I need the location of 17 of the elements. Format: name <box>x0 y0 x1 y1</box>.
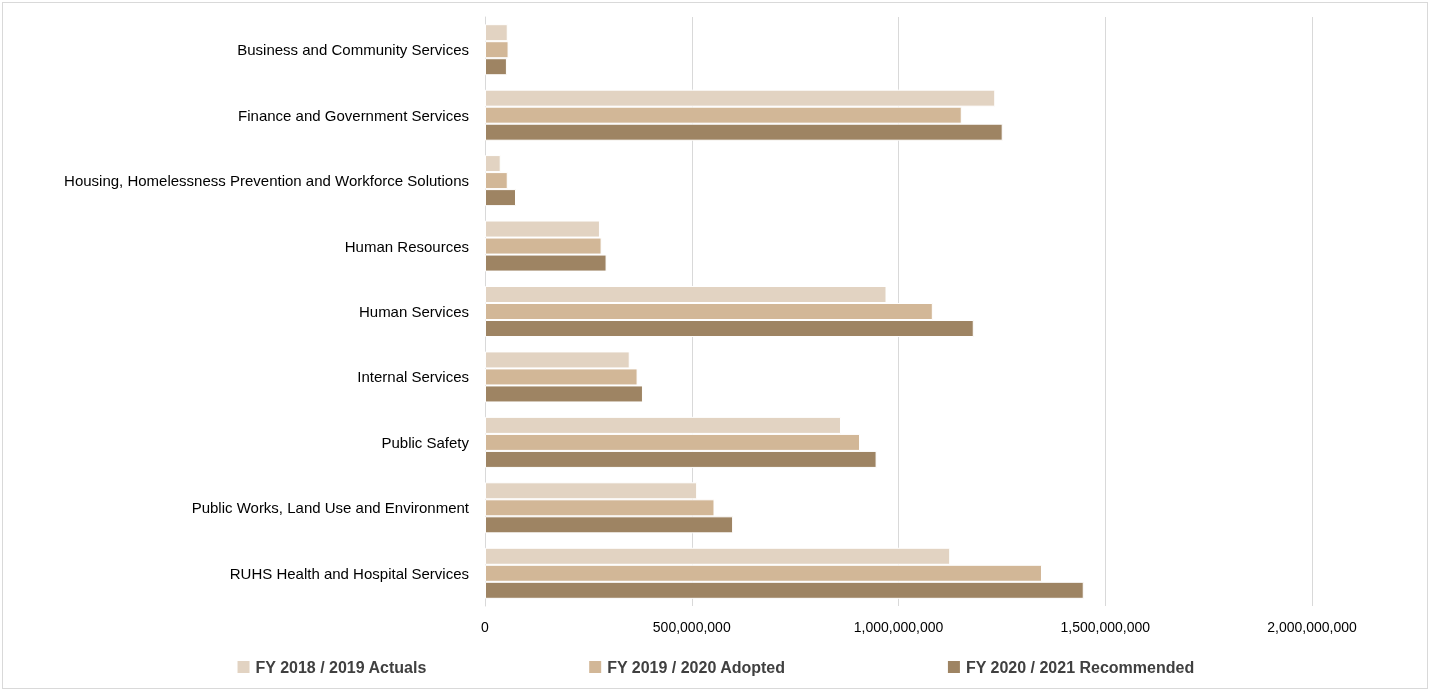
legend-label: FY 2020 / 2021 Recommended <box>965 658 1195 676</box>
y-tick-label: RUHS Health and Hospital Services <box>229 564 469 582</box>
legend-label: FY 2019 / 2020 Adopted <box>607 658 786 676</box>
y-tick-label: Finance and Government Services <box>238 106 469 124</box>
x-tick-label: 1,500,000,000 <box>1060 619 1151 635</box>
x-tick-label: 1,000,000,000 <box>853 619 944 635</box>
y-tick-label: Human Services <box>358 303 469 320</box>
y-tick-label: Business and Community Services <box>237 41 469 59</box>
y-tick-label: Public Safety <box>381 433 470 451</box>
x-tick-label: 2,000,000,000 <box>1267 619 1357 635</box>
x-tick-label: 500,000,000 <box>652 619 731 635</box>
y-tick-label: Housing, Homelessness Prevention and Workforce Solutions <box>64 172 469 190</box>
legend-label: FY 2018 / 2019 Actuals <box>255 658 427 676</box>
y-tick-label: Public Works, Land Use and Environment <box>191 499 470 517</box>
y-tick-label: Human Resources <box>344 237 469 255</box>
y-tick-label: Internal Services <box>357 368 469 386</box>
x-tick-label: 0 <box>481 619 490 635</box>
